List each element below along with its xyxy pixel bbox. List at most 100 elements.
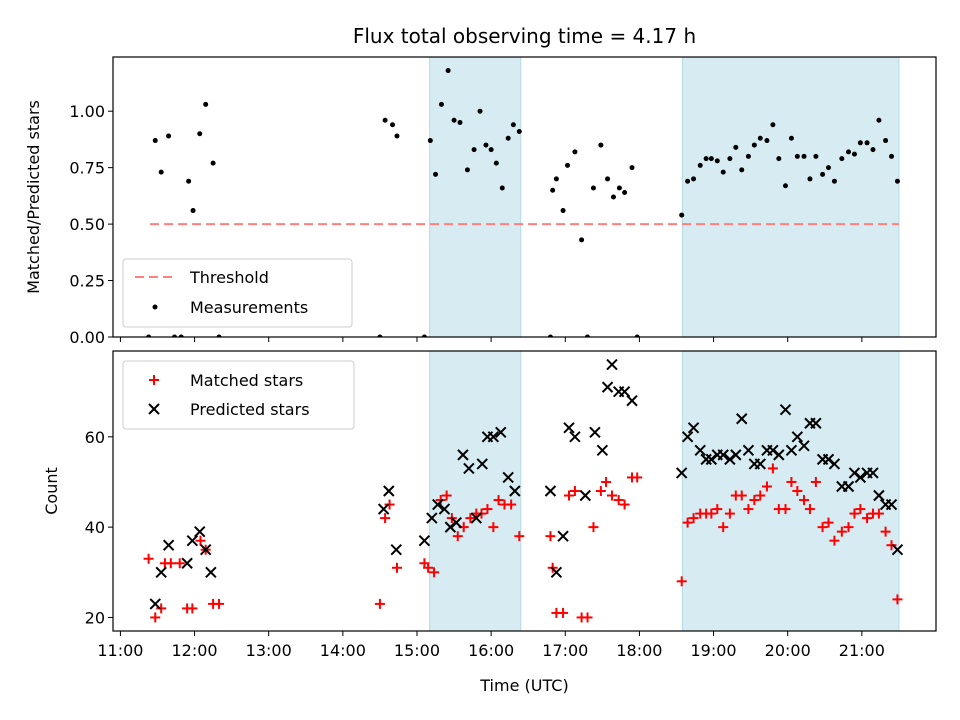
- matched-star-marker: [174, 558, 185, 569]
- measurement-point: [839, 156, 845, 162]
- measurement-point: [622, 189, 628, 195]
- predicted-star-marker: [457, 449, 469, 461]
- measurement-point: [851, 151, 857, 157]
- predicted-star-marker: [885, 498, 898, 511]
- measurement-point: [610, 194, 616, 200]
- measurement-point: [565, 162, 571, 168]
- matched-star-markers: [143, 463, 903, 623]
- measurement-point: [733, 144, 739, 150]
- legend-matched-label: Matched stars: [190, 371, 303, 390]
- predicted-star-marker: [383, 485, 395, 497]
- measurement-point: [801, 153, 807, 159]
- measurement-point: [394, 133, 400, 139]
- predicted-star-marker: [444, 521, 457, 533]
- measurement-point: [876, 117, 882, 123]
- legend-threshold-label: Threshold: [189, 268, 269, 287]
- measurement-point: [477, 108, 483, 114]
- shaded-interval-1: [681, 57, 900, 337]
- y-tick-label: 40: [85, 518, 105, 537]
- matched-star-marker: [165, 558, 176, 569]
- predicted-star-marker: [438, 503, 451, 515]
- predicted-star-marker: [487, 431, 500, 443]
- matched-star-marker: [724, 508, 735, 519]
- matched-star-marker: [843, 522, 854, 533]
- ratio-y-axis: 0.00 0.25 0.50 0.75 1.00: [69, 102, 113, 347]
- measurement-point: [751, 142, 757, 148]
- matched-star-marker: [423, 562, 434, 573]
- matched-star-marker: [606, 490, 617, 501]
- measurement-point: [152, 138, 158, 144]
- predicted-star-marker: [779, 404, 792, 416]
- measurement-point: [720, 169, 726, 175]
- ratio-legend-box: [122, 258, 353, 328]
- matched-star-marker: [736, 490, 747, 501]
- predicted-star-marker: [798, 440, 810, 452]
- predicted-star-marker: [828, 458, 841, 470]
- matched-star-marker: [441, 490, 452, 501]
- predicted-star-marker: [390, 544, 402, 556]
- measurement-point: [216, 334, 222, 337]
- matched-star-marker: [143, 553, 154, 564]
- predicted-star-marker: [705, 453, 718, 466]
- matched-star-marker: [682, 517, 693, 528]
- measurement-point: [197, 131, 203, 137]
- predicted-star-marker: [569, 431, 581, 443]
- measurement-point: [172, 334, 178, 337]
- measurement-point: [471, 147, 477, 153]
- predicted-star-marker: [450, 516, 462, 529]
- legend-predicted-swatch: [148, 403, 160, 415]
- ratio-legend: Threshold Measurements: [122, 258, 353, 328]
- matched-star-marker: [514, 531, 525, 542]
- measurement-point: [708, 156, 714, 162]
- matched-star-marker: [892, 594, 903, 605]
- predicted-star-marker: [675, 467, 688, 479]
- matched-star-marker: [195, 535, 206, 546]
- measurement-point: [457, 119, 463, 125]
- predicted-star-marker: [596, 444, 609, 457]
- matched-star-marker: [384, 499, 395, 510]
- measurement-point: [585, 334, 591, 337]
- matched-star-marker: [804, 504, 815, 515]
- measurement-point: [210, 160, 216, 166]
- measurement-point: [505, 135, 511, 141]
- predicted-star-marker: [854, 471, 867, 484]
- matched-star-marker: [829, 535, 840, 546]
- x-axis-label: Time (UTC): [479, 676, 568, 695]
- measurement-point: [493, 160, 499, 166]
- matched-star-marker: [855, 504, 866, 515]
- predicted-star-marker: [791, 431, 804, 443]
- predicted-star-marker: [848, 467, 861, 479]
- x-tick-label: 18:00: [616, 641, 662, 660]
- matched-star-marker: [150, 612, 161, 623]
- observing-window-shading: [429, 57, 900, 337]
- predicted-star-marker: [502, 471, 514, 484]
- matched-star-marker: [706, 508, 717, 519]
- predicted-star-marker: [377, 503, 390, 515]
- matched-star-marker: [465, 513, 476, 524]
- measurement-point: [782, 183, 788, 189]
- predicted-star-marker: [618, 385, 631, 398]
- matched-star-marker: [187, 603, 198, 614]
- measurement-point: [390, 122, 396, 128]
- predicted-star-markers: [149, 358, 904, 610]
- matched-star-marker: [435, 495, 446, 506]
- matched-star-marker: [836, 526, 847, 537]
- predicted-star-marker: [601, 381, 614, 393]
- measurement-point: [146, 334, 152, 337]
- measurement-point: [572, 149, 578, 155]
- predicted-star-marker: [205, 566, 217, 578]
- measurement-point: [438, 101, 444, 107]
- measurement-point: [166, 133, 172, 139]
- x-tick-label: 12:00: [172, 641, 218, 660]
- measurement-point: [433, 171, 439, 177]
- matched-star-marker: [749, 495, 760, 506]
- matched-star-marker: [563, 490, 574, 501]
- y-tick-label: 1.00: [69, 102, 105, 121]
- measurement-point: [788, 135, 794, 141]
- matched-star-marker: [429, 567, 440, 578]
- legend-measurement-swatch: [152, 304, 158, 310]
- predicted-star-marker: [463, 462, 475, 475]
- matched-star-marker: [688, 513, 699, 524]
- measurement-point: [605, 176, 611, 182]
